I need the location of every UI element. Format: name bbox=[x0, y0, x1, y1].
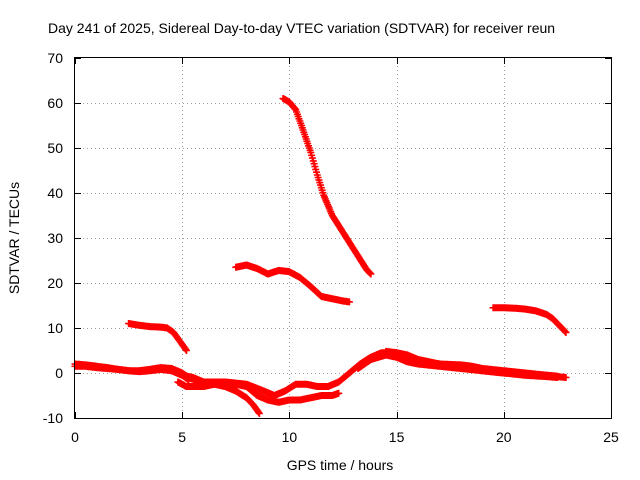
series-arc-7 bbox=[232, 261, 353, 306]
y-tick-label: 60 bbox=[47, 95, 63, 111]
y-axis-title: SDTVAR / TECUs bbox=[6, 182, 22, 294]
grid-lines bbox=[75, 58, 611, 418]
x-tick-label: 15 bbox=[389, 429, 405, 445]
data-series-layer bbox=[71, 95, 570, 417]
series-arc-11 bbox=[489, 304, 570, 336]
tick-labels: 0 5 10 15 20 25 -10 0 10 20 30 40 50 60 70 bbox=[43, 50, 619, 445]
y-tick-label: 50 bbox=[47, 140, 63, 156]
y-tick-label: -10 bbox=[43, 410, 63, 426]
chart-title: Day 241 of 2025, Sidereal Day-to-day VTE… bbox=[48, 20, 555, 36]
x-tick-label: 10 bbox=[282, 429, 298, 445]
y-tick-label: 0 bbox=[55, 365, 63, 381]
x-axis-title: GPS time / hours bbox=[287, 457, 394, 473]
y-tick-label: 30 bbox=[47, 230, 63, 246]
series-arc-3 bbox=[125, 320, 190, 354]
y-tick-label: 70 bbox=[47, 50, 63, 66]
x-tick-label: 20 bbox=[496, 429, 512, 445]
y-tick-label: 40 bbox=[47, 185, 63, 201]
axis-ticks bbox=[75, 58, 612, 419]
series-arc-10 bbox=[382, 347, 561, 380]
series-arc-8 bbox=[279, 95, 375, 278]
y-tick-label: 10 bbox=[47, 320, 63, 336]
x-tick-label: 5 bbox=[178, 429, 186, 445]
y-tick-label: 20 bbox=[47, 275, 63, 291]
series-arc-2 bbox=[71, 362, 193, 381]
x-tick-label: 25 bbox=[603, 429, 619, 445]
plot-frame bbox=[74, 57, 612, 419]
x-tick-label: 0 bbox=[71, 429, 79, 445]
